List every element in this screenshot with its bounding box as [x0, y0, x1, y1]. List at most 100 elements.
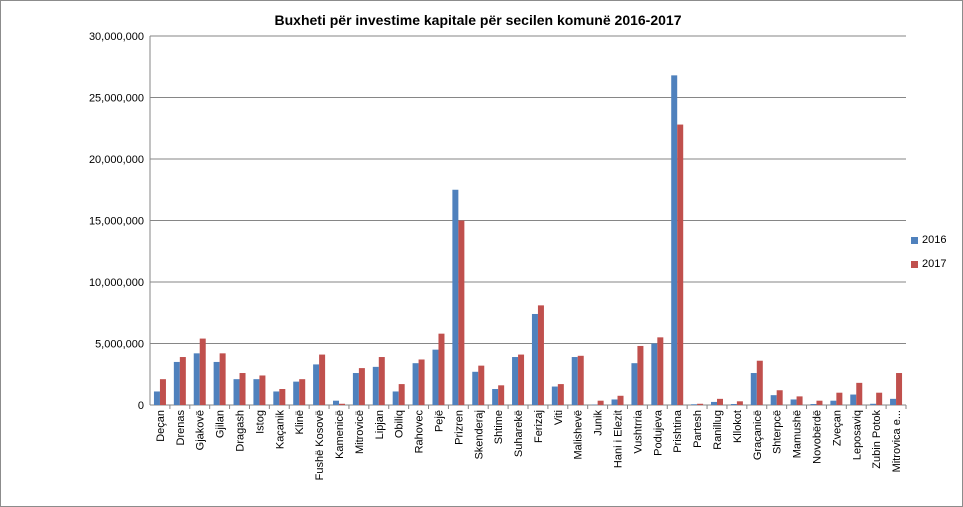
legend-item: 2016 — [911, 234, 946, 246]
x-tick-label: Viti — [553, 410, 565, 425]
bar-2017 — [159, 379, 166, 405]
legend-label: 2016 — [922, 234, 947, 246]
bar-2017 — [876, 392, 883, 405]
bar-2016 — [850, 394, 857, 405]
x-tick-label: Skenderaj — [473, 410, 485, 460]
x-tick-label: Kamenicë — [334, 410, 346, 459]
chart-title: Buxheti për investime kapitale për secil… — [274, 12, 682, 28]
bar-2017 — [756, 360, 763, 405]
bar-2016 — [830, 400, 837, 405]
bar-2017 — [537, 305, 544, 405]
bar-2017 — [458, 220, 465, 405]
bar-2016 — [392, 391, 399, 405]
bar-2016 — [452, 189, 459, 405]
bar-2016 — [711, 401, 717, 405]
bar-2016 — [790, 399, 797, 405]
bar-2017 — [856, 382, 863, 405]
bar-2017 — [358, 368, 365, 405]
x-tick-label: Shtime — [493, 410, 505, 444]
x-tick-label: Zubin Potok — [871, 410, 883, 469]
bar-2016 — [432, 349, 439, 405]
bar-2017 — [319, 354, 326, 405]
bar-2017 — [577, 355, 584, 405]
bar-2016 — [890, 398, 897, 405]
bar-2017 — [498, 385, 505, 405]
bar-2017 — [219, 353, 226, 405]
x-tick-label: Suharekë — [513, 410, 525, 457]
x-tick-label: Deçan — [155, 410, 167, 442]
bar-2017 — [717, 398, 723, 405]
bar-2017 — [657, 337, 664, 405]
x-tick-label: Leposaviq — [851, 410, 863, 460]
x-tick-label: Kaçanik — [274, 410, 286, 450]
bar-2016 — [472, 371, 479, 405]
x-tick-label: Partesh — [692, 410, 704, 448]
bar-2017 — [339, 403, 345, 405]
x-tick-label: Prishtina — [672, 409, 684, 453]
x-tick-label: Mitrovicë — [354, 410, 366, 454]
x-tick-label: Mitrovica e... — [891, 410, 903, 472]
bar-2017 — [637, 345, 644, 405]
x-tick-label: Pejë — [433, 410, 445, 432]
bar-2016 — [333, 400, 339, 405]
bar-2016 — [352, 373, 359, 405]
bar-2016 — [412, 363, 419, 405]
y-tick-label: 15,000,000 — [89, 216, 144, 228]
bar-2017 — [597, 400, 604, 405]
x-tick-label: Graçanicë — [752, 410, 764, 460]
x-tick-label: Istog — [254, 410, 266, 434]
bar-2017 — [438, 333, 445, 405]
bar-2017 — [796, 396, 803, 405]
bar-2016 — [631, 363, 638, 405]
y-tick-label: 10,000,000 — [89, 277, 144, 289]
bar-2016 — [671, 75, 678, 406]
bar-2017 — [518, 354, 525, 405]
y-tick-label: 30,000,000 — [89, 31, 144, 43]
legend-item: 2017 — [911, 258, 946, 270]
bar-2017 — [478, 365, 485, 405]
bar-2016 — [551, 386, 558, 405]
bar-2017 — [239, 373, 246, 405]
bar-2016 — [810, 404, 817, 405]
x-tick-label: Gjakovë — [195, 410, 207, 450]
bar-2016 — [651, 343, 658, 405]
bar-2017 — [816, 400, 823, 405]
bar-2016 — [611, 399, 618, 405]
bar-2017 — [776, 390, 783, 405]
bar-2017 — [557, 384, 564, 405]
legend-swatch — [911, 236, 918, 244]
x-tick-label: Ferizaj — [533, 410, 545, 443]
x-tick-label: Fushë Kosovë — [314, 410, 326, 480]
bar-2017 — [199, 338, 206, 405]
bar-2016 — [691, 404, 698, 405]
bar-2017 — [677, 124, 684, 405]
x-tick-label: Kllokot — [732, 410, 744, 443]
x-tick-label: Ranillug — [712, 410, 724, 450]
bar-2017 — [259, 375, 266, 405]
bar-2016 — [193, 353, 200, 405]
bar-2016 — [750, 373, 757, 405]
bar-2016 — [233, 379, 240, 405]
y-tick-label: 5,000,000 — [95, 339, 144, 351]
bar-2016 — [293, 381, 300, 405]
bar-2016 — [870, 403, 877, 405]
x-tick-label: Zveçan — [831, 410, 843, 446]
bar-2016 — [770, 395, 777, 405]
bar-2017 — [418, 359, 425, 405]
y-tick-label: 20,000,000 — [89, 154, 144, 166]
bar-2016 — [492, 389, 499, 405]
x-tick-label: Klinë — [294, 410, 306, 434]
legend-label: 2017 — [922, 258, 947, 270]
bar-2017 — [836, 392, 843, 405]
x-tick-label: Hani i Elezit — [613, 410, 625, 468]
bar-2017 — [736, 401, 743, 405]
y-tick-label: 25,000,000 — [89, 93, 144, 105]
x-tick-label: Lipjan — [374, 410, 386, 439]
x-tick-label: Rahovec — [414, 410, 426, 454]
x-tick-label: Mamushë — [792, 410, 804, 458]
x-tick-label: Dragash — [235, 410, 247, 452]
bar-2017 — [378, 357, 385, 405]
legend-swatch — [911, 260, 918, 268]
bar-2017 — [398, 384, 405, 405]
